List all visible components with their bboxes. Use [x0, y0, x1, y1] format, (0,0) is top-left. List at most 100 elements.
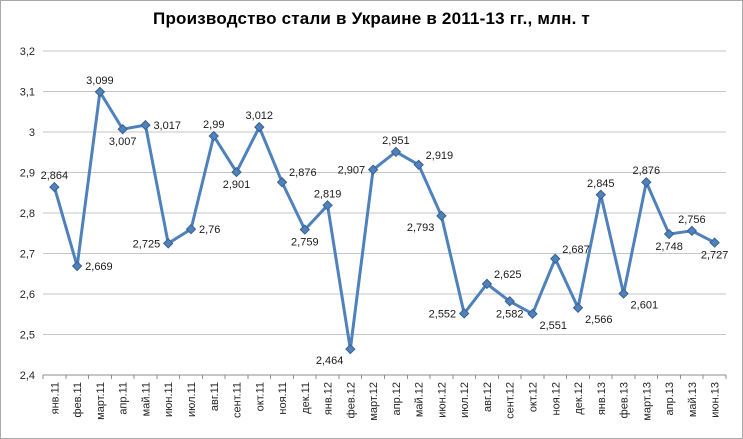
x-tick-label: март.11: [95, 382, 107, 420]
y-tick-label: 3,1: [20, 87, 35, 99]
data-label: 2,601: [631, 300, 659, 312]
data-point-marker: [140, 119, 151, 131]
data-label: 2,566: [585, 314, 613, 326]
data-point-marker: [231, 166, 242, 178]
data-label: 2,845: [587, 178, 615, 190]
x-tick-label: янв.11: [49, 382, 61, 414]
data-point-marker: [322, 200, 333, 211]
x-tick-label: авг.12: [482, 382, 494, 412]
data-point-marker: [641, 177, 652, 188]
x-tick-label: ноя.11: [277, 382, 289, 415]
y-tick-label: 2,5: [20, 330, 35, 342]
x-tick-label: май.13: [687, 382, 699, 417]
data-label: 2,759: [291, 237, 319, 249]
data-point-marker: [367, 164, 379, 175]
x-tick-label: март.12: [368, 382, 380, 421]
y-tick-label: 2,7: [20, 249, 35, 261]
data-label: 2,919: [426, 150, 454, 162]
data-point-marker: [254, 121, 265, 133]
data-label: 2,819: [314, 188, 342, 200]
y-tick-label: 2,8: [20, 208, 35, 220]
x-tick-label: июн.11: [163, 382, 175, 417]
data-label: 2,669: [85, 261, 113, 273]
data-label: 2,864: [41, 170, 69, 182]
data-point-marker: [550, 253, 561, 264]
data-point-marker: [527, 308, 538, 320]
y-tick-label: 3,2: [20, 46, 35, 58]
x-tick-label: ноя.12: [550, 382, 562, 415]
x-tick-label: авг.11: [209, 382, 221, 411]
x-tick-label: июл.12: [459, 382, 471, 418]
data-label: 2,901: [223, 179, 251, 191]
data-label: 3,007: [109, 136, 137, 148]
data-point-marker: [436, 210, 447, 222]
data-label: 2,625: [494, 269, 522, 281]
data-label: 2,725: [133, 238, 161, 250]
data-label: 2,76: [199, 224, 220, 236]
data-point-marker: [618, 288, 629, 299]
data-point-marker: [595, 189, 606, 200]
x-tick-label: фев.12: [345, 382, 357, 418]
data-point-marker: [709, 237, 720, 248]
data-label: 2,876: [633, 165, 661, 177]
data-label: 2,552: [429, 308, 457, 320]
data-point-marker: [413, 159, 424, 171]
data-point-marker: [458, 308, 470, 319]
x-tick-label: окт.11: [254, 382, 266, 411]
data-point-marker: [299, 224, 311, 235]
data-label: 2,793: [407, 222, 435, 234]
data-label: 2,756: [678, 214, 706, 226]
x-tick-label: апр.13: [664, 382, 676, 415]
data-label: 2,464: [316, 355, 344, 367]
data-point-marker: [117, 123, 128, 135]
data-point-marker: [572, 302, 584, 313]
x-tick-label: апр.12: [391, 382, 403, 415]
data-label: 2,727: [701, 250, 729, 262]
x-tick-label: сент.11: [232, 382, 244, 418]
x-tick-label: июл.11: [186, 382, 198, 417]
data-label: 2,687: [562, 244, 590, 256]
x-tick-label: янв.12: [323, 382, 335, 415]
y-tick-label: 2,9: [20, 168, 35, 180]
x-tick-label: июн.12: [436, 382, 448, 418]
data-point-marker: [185, 223, 197, 235]
data-label: 2,876: [289, 167, 317, 179]
data-label: 2,748: [655, 241, 683, 253]
x-tick-label: фев.11: [72, 382, 84, 418]
x-tick-label: март.13: [641, 382, 653, 421]
data-point-marker: [94, 86, 106, 98]
data-label: 2,582: [496, 308, 524, 320]
data-point-marker: [686, 225, 698, 237]
y-tick-label: 3: [29, 127, 35, 139]
data-label: 2,951: [382, 135, 410, 147]
data-point-marker: [663, 228, 675, 240]
data-point-marker: [276, 177, 288, 188]
y-tick-label: 2,6: [20, 289, 35, 301]
x-tick-label: апр.11: [118, 382, 130, 415]
data-point-marker: [390, 146, 402, 158]
data-point-marker: [71, 260, 83, 272]
data-label: 3,099: [86, 75, 114, 87]
x-tick-label: июн.13: [710, 382, 722, 418]
data-point-marker: [208, 130, 219, 142]
x-tick-label: дек.11: [300, 382, 312, 414]
chart-title: Производство стали в Украине в 2011-13 г…: [153, 9, 590, 28]
data-label: 2,551: [539, 320, 567, 332]
data-point-marker: [345, 343, 356, 355]
x-tick-label: дек.12: [573, 382, 585, 415]
y-tick-label: 2,4: [20, 370, 35, 382]
x-tick-label: май.11: [140, 382, 152, 416]
x-tick-label: окт.12: [527, 382, 539, 412]
data-point-marker: [49, 181, 60, 193]
data-point-marker: [163, 238, 174, 249]
data-label: 3,017: [153, 120, 181, 132]
data-label: 2,99: [203, 119, 224, 131]
data-point-marker: [504, 296, 515, 307]
x-tick-label: май.12: [414, 382, 426, 417]
data-point-marker: [481, 278, 493, 290]
series-line: [52, 90, 717, 351]
x-tick-label: фев.13: [619, 382, 631, 418]
x-tick-label: сент.12: [505, 382, 517, 419]
